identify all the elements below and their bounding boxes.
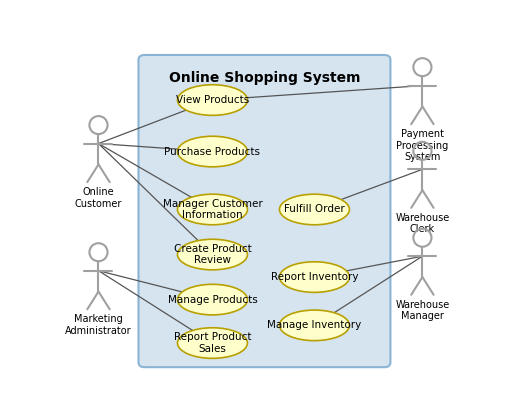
Text: Manager Customer
Information: Manager Customer Information bbox=[163, 199, 262, 220]
Text: Manage Inventory: Manage Inventory bbox=[267, 320, 362, 330]
Ellipse shape bbox=[280, 262, 349, 292]
Ellipse shape bbox=[178, 239, 248, 270]
Text: Report Product
Sales: Report Product Sales bbox=[174, 332, 251, 354]
Text: Purchase Products: Purchase Products bbox=[165, 147, 261, 157]
Text: View Products: View Products bbox=[176, 95, 249, 105]
Text: Online
Customer: Online Customer bbox=[75, 187, 122, 209]
Text: Payment
Processing
System: Payment Processing System bbox=[396, 129, 448, 162]
Ellipse shape bbox=[178, 85, 248, 115]
Text: Fulfill Order: Fulfill Order bbox=[284, 204, 345, 214]
Text: Warehouse
Clerk: Warehouse Clerk bbox=[395, 213, 449, 234]
Ellipse shape bbox=[280, 310, 349, 341]
Ellipse shape bbox=[178, 136, 248, 167]
Text: Online Shopping System: Online Shopping System bbox=[169, 71, 360, 85]
Text: Marketing
Administrator: Marketing Administrator bbox=[65, 314, 132, 336]
Ellipse shape bbox=[178, 194, 248, 225]
Ellipse shape bbox=[280, 194, 349, 225]
Text: Report Inventory: Report Inventory bbox=[271, 272, 358, 282]
Text: Create Product
Review: Create Product Review bbox=[173, 244, 251, 265]
FancyBboxPatch shape bbox=[138, 55, 391, 367]
Text: Warehouse
Manager: Warehouse Manager bbox=[395, 300, 449, 321]
Ellipse shape bbox=[178, 284, 248, 315]
Ellipse shape bbox=[178, 328, 248, 358]
Text: Manage Products: Manage Products bbox=[168, 295, 257, 305]
